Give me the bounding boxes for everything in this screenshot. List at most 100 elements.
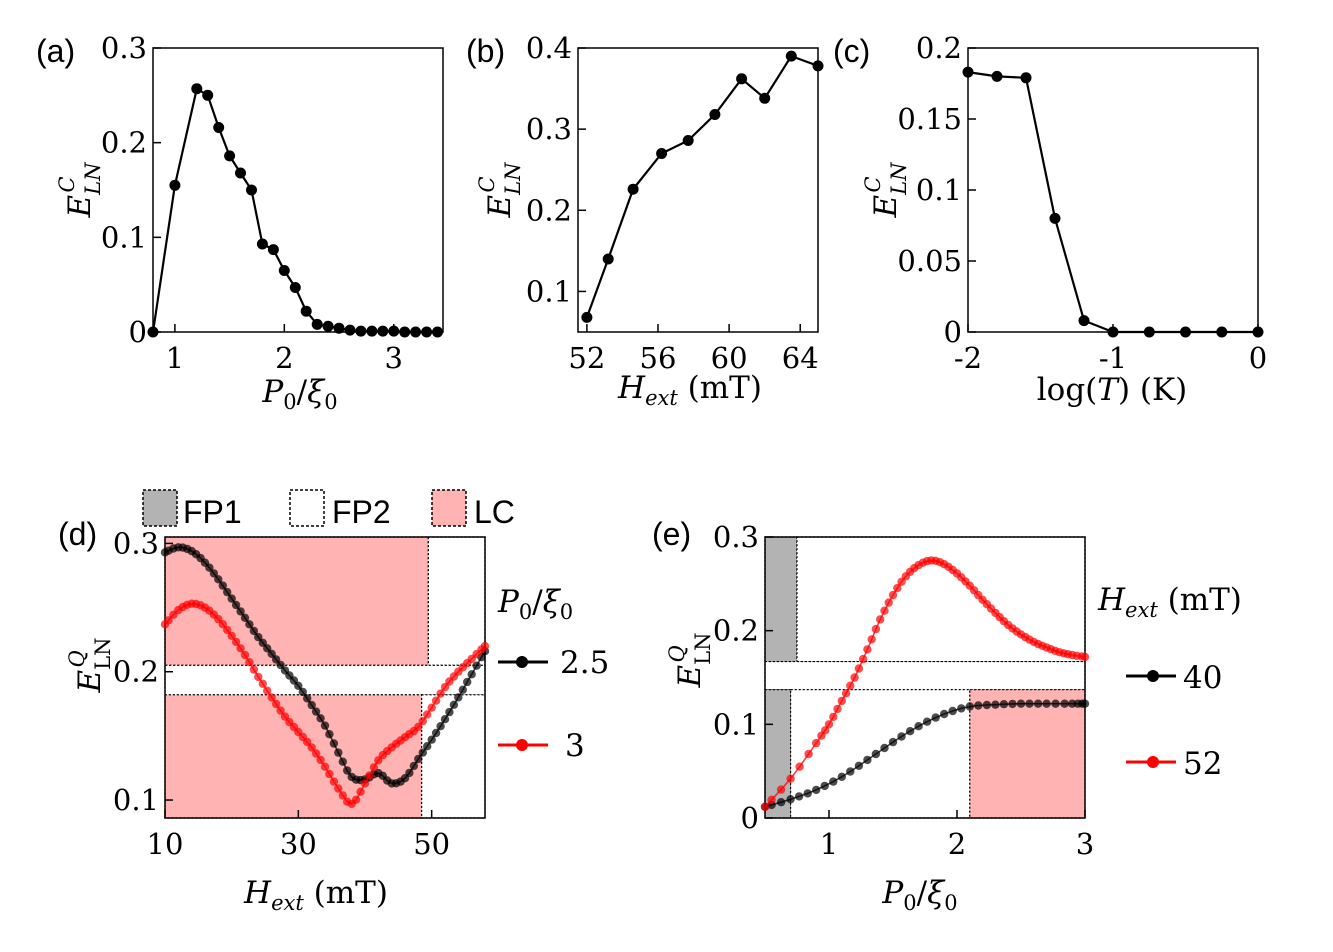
data-point-d-2-5-41 bbox=[343, 766, 352, 775]
data-point-d-2-5-38 bbox=[329, 739, 339, 748]
data-point-e-52-5 bbox=[804, 749, 813, 759]
axes-frame-e bbox=[764, 536, 1086, 819]
data-point-d-2-5-39 bbox=[334, 748, 343, 757]
data-point-a-8 bbox=[256, 238, 268, 250]
xtick-label-e-2: 3 bbox=[1076, 827, 1094, 861]
xtick-label-c-1: -1 bbox=[1099, 341, 1127, 375]
data-point-e-40-8 bbox=[829, 777, 838, 786]
data-point-a-6 bbox=[235, 167, 246, 179]
axes-frame-d bbox=[164, 536, 486, 819]
legend-swatch-fp1 bbox=[142, 489, 178, 527]
data-point-d-2-5-59 bbox=[423, 742, 432, 751]
legend-label-fp1: FP1 bbox=[183, 494, 242, 530]
data-point-e-52-11 bbox=[833, 704, 842, 714]
data-point-d-2-5-55 bbox=[405, 768, 414, 778]
ytick-label-c-3: 0.15 bbox=[897, 102, 962, 136]
data-point-e-40-39 bbox=[1080, 699, 1090, 708]
data-point-e-40-26 bbox=[982, 700, 992, 710]
data-point-a-2 bbox=[191, 83, 203, 95]
data-point-e-40-25 bbox=[974, 701, 983, 710]
data-point-e-40-2 bbox=[776, 798, 786, 807]
panel-a-plot: 1 2 3 0 0.1 0.2 0.3 bbox=[101, 31, 444, 375]
data-point-d-3-15 bbox=[227, 631, 236, 640]
data-point-d-2-5-60 bbox=[427, 735, 436, 744]
data-point-a-3 bbox=[202, 89, 214, 101]
data-point-b-5 bbox=[709, 109, 721, 120]
data-point-a-10 bbox=[278, 265, 290, 276]
data-point-e-40-21 bbox=[940, 709, 949, 719]
data-point-d-3-57 bbox=[414, 722, 423, 732]
region-e-fp2-4 bbox=[789, 689, 971, 819]
data-point-e-52-6 bbox=[812, 738, 821, 748]
data-point-a-18 bbox=[366, 325, 378, 337]
ytick-label-b-2: 0.3 bbox=[526, 112, 572, 146]
legend-swatch-lc bbox=[431, 489, 467, 527]
ylabel-d: ELNQ bbox=[65, 638, 115, 694]
data-point-e-40-28 bbox=[999, 700, 1009, 709]
data-point-a-9 bbox=[267, 244, 279, 256]
axes-frame-a bbox=[152, 47, 444, 333]
series-line-c bbox=[967, 71, 1258, 334]
data-point-e-40-31 bbox=[1025, 699, 1034, 708]
xtick-label-a-2: 3 bbox=[385, 341, 403, 375]
legend-title-d: P0/ξ0 bbox=[497, 584, 573, 624]
xtick-label-b-2: 60 bbox=[711, 341, 748, 375]
data-point-a-7 bbox=[246, 184, 257, 196]
data-point-c-7 bbox=[1180, 326, 1191, 338]
panel-d-plot: 10 30 50 0.1 0.2 0.3 bbox=[113, 526, 490, 861]
data-point-d-3-38 bbox=[329, 777, 339, 786]
ylabel-a: ELNC bbox=[55, 162, 105, 219]
data-point-e-52-25 bbox=[893, 583, 902, 593]
ytick-label-e-3: 0.3 bbox=[713, 520, 759, 554]
data-point-d-3-59 bbox=[423, 710, 432, 719]
data-point-e-40-13 bbox=[871, 749, 881, 759]
ytick-label-b-1: 0.2 bbox=[526, 193, 572, 227]
data-point-e-40-33 bbox=[1042, 699, 1051, 708]
data-point-d-2-5-70 bbox=[472, 661, 481, 670]
xtick-label-b-3: 64 bbox=[782, 341, 819, 375]
series-line-e-40 bbox=[764, 702, 1085, 808]
panel-b-labels: Hext (mT) ELNC bbox=[475, 162, 762, 410]
data-point-d-3-60 bbox=[427, 703, 436, 712]
data-point-e-40-27 bbox=[991, 700, 1000, 709]
data-point-d-3-40 bbox=[338, 791, 347, 800]
ytick-label-e-1: 0.1 bbox=[713, 707, 759, 741]
data-point-e-52-17 bbox=[858, 654, 868, 664]
data-point-a-20 bbox=[388, 325, 400, 337]
region-e-fp2-2 bbox=[764, 660, 1086, 691]
data-point-a-21 bbox=[399, 326, 411, 338]
data-point-e-52-4 bbox=[795, 762, 804, 771]
region-e-fp1-0 bbox=[764, 536, 798, 663]
legend-label-lc: LC bbox=[474, 494, 515, 530]
data-point-d-3-18 bbox=[240, 650, 250, 660]
data-point-d-2-5-61 bbox=[431, 728, 441, 738]
data-point-e-52-19 bbox=[867, 635, 876, 644]
data-point-c-9 bbox=[1252, 326, 1264, 338]
legend-swatch-fp2 bbox=[289, 489, 325, 527]
data-point-d-2-5-33 bbox=[307, 700, 316, 710]
data-point-e-52-2 bbox=[776, 785, 786, 794]
xtick-label-e-1: 2 bbox=[948, 827, 966, 861]
data-point-e-40-24 bbox=[965, 702, 974, 711]
data-point-d-2-5-66 bbox=[454, 693, 463, 702]
data-point-e-52-10 bbox=[829, 712, 838, 722]
data-point-e-52-22 bbox=[880, 606, 889, 615]
data-point-b-3 bbox=[656, 148, 668, 159]
data-point-e-40-29 bbox=[1008, 699, 1017, 709]
data-point-e-52-0 bbox=[760, 802, 770, 811]
region-d-fp2-4 bbox=[421, 694, 486, 819]
data-point-a-15 bbox=[333, 322, 345, 334]
legend-label-d-3: 3 bbox=[565, 728, 585, 764]
data-point-d-3-24 bbox=[267, 693, 276, 702]
legend-marker-e-40 bbox=[1147, 670, 1159, 682]
data-point-a-11 bbox=[289, 282, 301, 293]
data-point-e-40-32 bbox=[1033, 699, 1043, 708]
ytick-label-c-2: 0.1 bbox=[916, 173, 962, 207]
data-point-e-40-5 bbox=[803, 789, 812, 798]
xlabel-d: Hext (mT) bbox=[243, 875, 388, 915]
data-point-b-1 bbox=[602, 253, 614, 265]
data-point-e-40-35 bbox=[1060, 699, 1069, 708]
ytick-label-a-3: 0.3 bbox=[101, 31, 147, 65]
data-point-a-4 bbox=[213, 122, 225, 133]
